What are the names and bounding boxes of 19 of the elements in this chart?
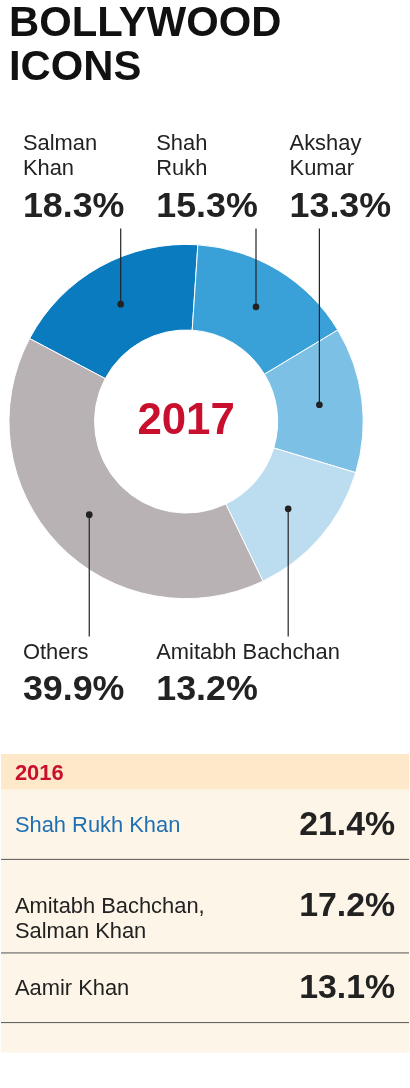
slice-label: Akshay Kumar [289, 129, 362, 180]
data-label: 13.1% [299, 966, 396, 1005]
data-label: 13.3% [289, 184, 392, 225]
slice-label: Amitabh Bachchan [156, 639, 340, 665]
data-label: 18.3% [22, 184, 125, 225]
category-label: Shah Rukh Khan [14, 811, 181, 837]
data-label: 21.4% [299, 803, 396, 842]
data-label: 13.2% [156, 668, 258, 709]
text: 2016 [14, 759, 64, 785]
slice-label: Salman Khan [22, 129, 98, 180]
slice-label: Shah Rukh [156, 129, 208, 180]
category-label: Amitabh Bachchan, Salman Khan [14, 893, 205, 943]
data-label: 15.3% [156, 184, 258, 225]
text: 2017 [137, 394, 235, 444]
data-label: 39.9% [22, 668, 125, 709]
chart-title: BOLLYWOOD ICONS [8, 0, 282, 90]
slice-label: Others [22, 639, 89, 665]
category-label: Aamir Khan [14, 974, 130, 1000]
data-label: 17.2% [299, 885, 396, 924]
